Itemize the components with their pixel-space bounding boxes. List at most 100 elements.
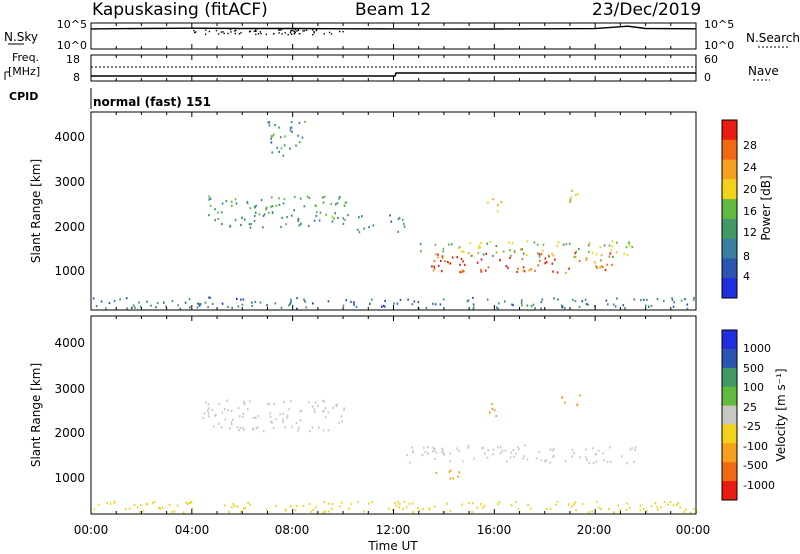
noise-dot <box>294 32 296 34</box>
power-cell <box>407 298 409 301</box>
velocity-cell <box>282 412 285 416</box>
noise-dot <box>289 32 292 34</box>
power-ylabel: Slant Range [km] <box>29 159 43 263</box>
power-cell <box>401 218 404 221</box>
power-cell <box>521 248 524 251</box>
power-cell <box>680 299 683 302</box>
velocity-cell <box>486 456 489 459</box>
power-cell <box>267 211 270 214</box>
velocity-cell <box>327 411 330 414</box>
power-cell <box>497 204 499 207</box>
power-cell <box>467 252 470 255</box>
velocity-cell <box>512 448 515 452</box>
velocity-panel: 1000 2000 3000 4000 Slant Range [km] 100… <box>29 315 788 515</box>
power-cell <box>125 297 128 300</box>
velocity-cell <box>309 429 311 433</box>
power-cell <box>306 195 309 198</box>
velocity-cell <box>295 504 298 508</box>
power-cell <box>231 200 233 203</box>
noise-dot <box>330 33 333 35</box>
power-cell <box>299 141 301 144</box>
power-cell <box>235 202 238 205</box>
velocity-cell <box>232 503 235 506</box>
power-cell <box>290 126 293 129</box>
power-cbar-tick-16: 16 <box>743 205 757 218</box>
velocity-cell <box>145 502 148 505</box>
noise-panel: 10^5 10^0 10^5 10^0 <box>8 18 790 52</box>
power-cell <box>260 198 263 202</box>
noise-dot <box>248 31 251 33</box>
power-cell <box>492 254 494 258</box>
velocity-colorbar-swatch <box>722 462 737 482</box>
velocity-cell <box>683 510 685 513</box>
power-cell <box>237 305 240 308</box>
vel-ytick-2000: 2000 <box>54 426 85 440</box>
power-cell <box>334 212 336 215</box>
power-cell <box>526 304 529 307</box>
power-cell <box>342 222 345 225</box>
noise-dot <box>255 29 257 31</box>
power-cell <box>369 302 371 305</box>
velocity-cell <box>598 506 600 509</box>
velocity-cell <box>395 504 398 507</box>
velocity-cell <box>435 451 438 454</box>
velocity-cell <box>221 411 224 414</box>
velocity-cell <box>579 456 581 459</box>
power-cell <box>507 266 509 269</box>
velocity-cell <box>368 502 370 505</box>
power-cell <box>437 264 440 267</box>
velocity-cell <box>639 504 642 507</box>
velocity-cell <box>322 410 324 413</box>
power-cell <box>557 298 559 301</box>
power-cell <box>295 144 297 147</box>
velocity-cell <box>613 511 615 514</box>
velocity-cell <box>515 501 518 504</box>
velocity-cell <box>524 444 526 447</box>
velocity-cell <box>290 400 292 403</box>
power-cell <box>271 211 274 214</box>
velocity-cell <box>585 448 587 451</box>
power-cell <box>285 223 287 226</box>
power-cell <box>536 243 539 246</box>
power-cell <box>625 246 628 249</box>
power-cell <box>208 296 210 299</box>
velocity-cell <box>243 400 245 404</box>
noise-dot <box>311 29 314 31</box>
power-cell <box>413 300 416 303</box>
power-cell <box>198 304 201 307</box>
power-cell <box>517 267 519 270</box>
power-colorbar-swatch <box>722 218 737 240</box>
power-cell <box>542 249 544 252</box>
power-cell <box>286 215 288 219</box>
noise-dot <box>204 33 207 35</box>
noise-left-tick-top: 10^5 <box>57 18 87 31</box>
power-cell <box>270 141 273 144</box>
velocity-cell <box>529 507 532 510</box>
velocity-cell <box>522 457 524 460</box>
power-cell <box>342 304 345 307</box>
power-cell <box>209 197 212 200</box>
velocity-cell <box>424 450 427 453</box>
power-cell <box>433 265 435 268</box>
power-cell <box>626 254 629 257</box>
power-cell <box>272 133 275 136</box>
power-cell <box>461 270 463 274</box>
velocity-cell <box>339 505 341 508</box>
power-cell <box>199 303 202 306</box>
power-cell <box>459 271 461 274</box>
power-cell <box>229 224 232 227</box>
power-cell <box>271 196 273 199</box>
power-cell <box>477 252 480 255</box>
velocity-cell <box>312 508 314 511</box>
velocity-cell <box>564 401 566 404</box>
velocity-cell <box>397 500 399 503</box>
velocity-cell <box>675 503 678 506</box>
power-cell <box>243 218 246 221</box>
power-cell <box>478 244 481 247</box>
power-cell <box>508 241 510 244</box>
velocity-cell <box>343 407 345 410</box>
power-cell <box>316 211 318 214</box>
velocity-cell <box>237 406 240 409</box>
velocity-cell <box>564 460 567 463</box>
power-cell <box>530 305 533 308</box>
